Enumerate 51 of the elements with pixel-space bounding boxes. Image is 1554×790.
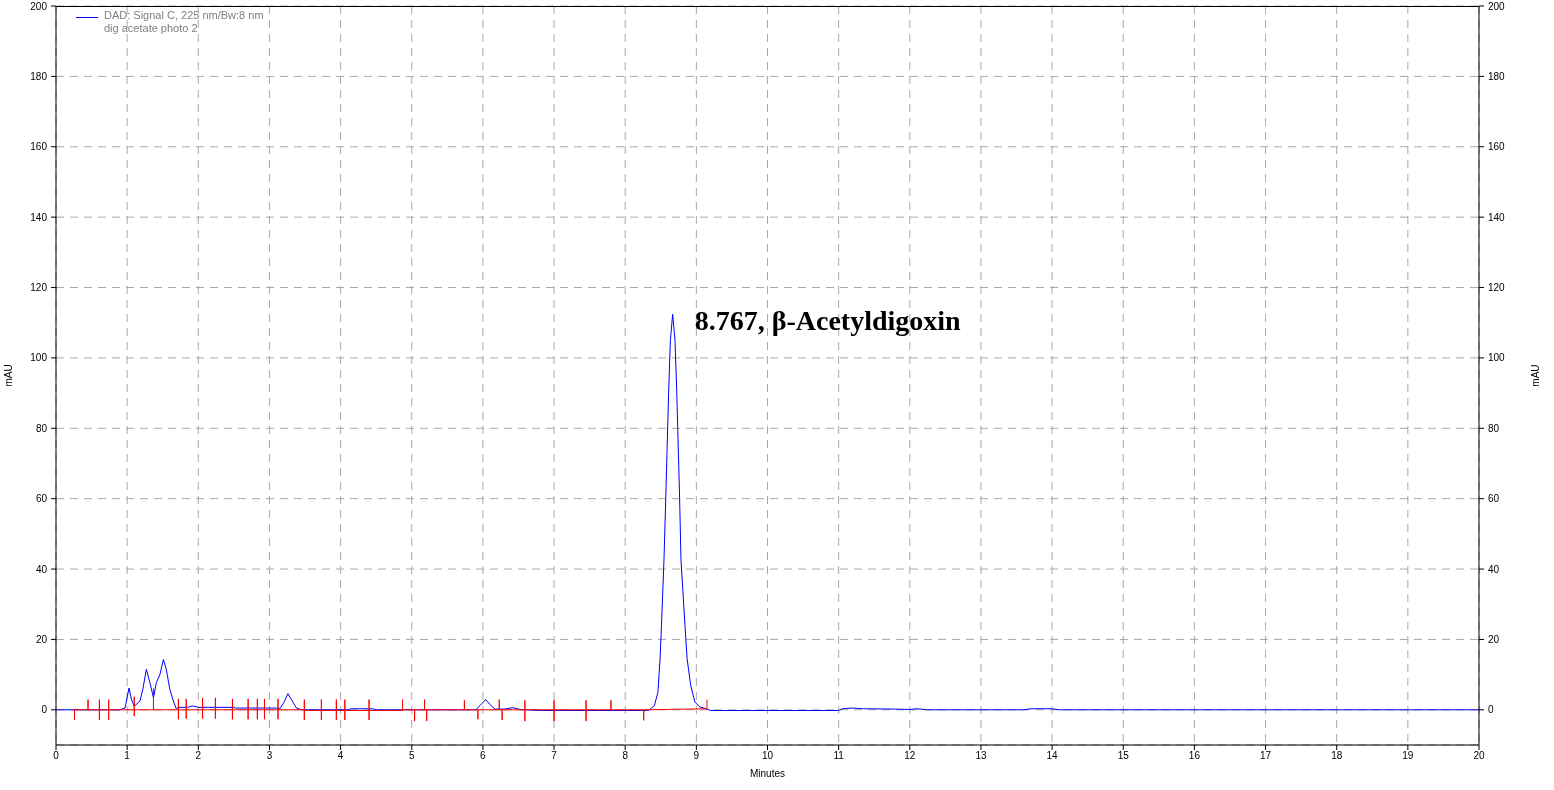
y-tick-label: 60 — [35, 493, 48, 505]
x-tick-label: 13 — [975, 750, 987, 762]
y-tick-label: 40 — [35, 563, 48, 575]
y-tick-label: 180 — [30, 70, 48, 82]
y2-tick-label: 100 — [1488, 352, 1506, 364]
y-tick-label: 0 — [41, 704, 48, 716]
y-tick-label: 100 — [30, 352, 48, 364]
y2-tick-label: 200 — [1488, 0, 1506, 12]
y2-tick-label: 60 — [1488, 493, 1500, 505]
y2-tick-label: 20 — [1488, 633, 1500, 645]
y-tick-label: 140 — [30, 211, 48, 223]
x-tick-label: 15 — [1117, 750, 1130, 762]
x-tick-label: 11 — [833, 750, 845, 762]
x-tick-label: 3 — [266, 750, 273, 762]
x-tick-label: 1 — [124, 750, 131, 762]
y2-tick-label: 40 — [1488, 563, 1500, 575]
y-tick-label: 160 — [30, 141, 48, 153]
y2-tick-label: 160 — [1488, 141, 1506, 153]
y-axis-title: mAU — [2, 364, 14, 387]
x-tick-label: 14 — [1046, 750, 1059, 762]
x-axis-title: Minutes — [749, 768, 786, 779]
x-tick-label: 2 — [195, 750, 202, 762]
y2-tick-label: 80 — [1488, 422, 1500, 434]
y-tick-label: 20 — [35, 633, 48, 645]
x-tick-label: 6 — [480, 750, 487, 762]
x-tick-label: 19 — [1402, 750, 1414, 762]
x-tick-label: 4 — [337, 750, 344, 762]
x-tick-label: 16 — [1188, 750, 1201, 762]
y2-tick-label: 120 — [1488, 282, 1506, 294]
x-tick-label: 10 — [761, 750, 774, 762]
y-tick-label: 80 — [35, 422, 48, 434]
y2-tick-label: 0 — [1488, 704, 1494, 716]
x-tick-label: 17 — [1259, 750, 1272, 762]
legend-label: DAD: Signal C, 225 nm/Bw:8 nm — [104, 9, 264, 21]
y-tick-label: 200 — [30, 0, 48, 12]
x-tick-label: 0 — [53, 750, 60, 762]
line-series — [74, 688, 708, 722]
x-tick-label: 5 — [408, 750, 415, 762]
x-tick-label: 18 — [1331, 750, 1343, 762]
x-tick-label: 20 — [1473, 750, 1485, 762]
annotation: dig acetate photo 2 — [104, 22, 198, 34]
y2-tick-label: 180 — [1488, 70, 1506, 82]
x-tick-label: 9 — [693, 750, 700, 762]
x-tick-label: 7 — [551, 750, 558, 762]
x-tick-label: 8 — [622, 750, 629, 762]
x-tick-label: 12 — [904, 750, 916, 762]
y2-axis-title: mAU — [1529, 364, 1541, 387]
y2-tick-label: 140 — [1488, 211, 1506, 223]
line-series — [56, 313, 1479, 712]
annotation: 8.767, β-Acetyldigoxin — [694, 305, 962, 337]
y-tick-label: 120 — [30, 282, 48, 294]
